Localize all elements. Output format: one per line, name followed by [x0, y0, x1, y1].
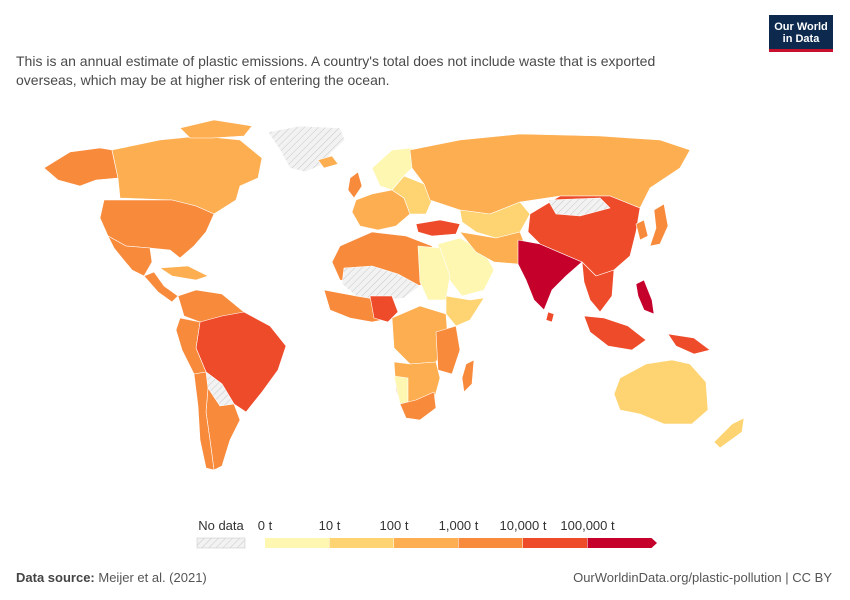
region-chile[interactable]: [193, 371, 215, 471]
legend-tick-label: 100 t: [379, 518, 409, 533]
region-alaska[interactable]: [43, 147, 119, 187]
region-australia[interactable]: [613, 359, 709, 425]
legend-bin-3[interactable]: [458, 538, 523, 548]
legend-tick-label: 1,000 t: [438, 518, 479, 533]
legend-no-data-swatch: [196, 537, 246, 549]
legend-tick-label: 10 t: [318, 518, 341, 533]
region-iceland[interactable]: [317, 155, 339, 169]
owid-logo[interactable]: Our World in Data: [769, 15, 833, 52]
region-korea[interactable]: [635, 219, 649, 241]
region-philippines[interactable]: [635, 279, 655, 315]
world-map: [43, 119, 745, 471]
region-sri-lanka[interactable]: [545, 311, 555, 323]
region-new-zealand[interactable]: [713, 417, 745, 449]
legend-bin-4[interactable]: [523, 538, 587, 548]
region-madagascar[interactable]: [461, 359, 475, 393]
region-uk[interactable]: [347, 171, 363, 199]
chart-subtitle: This is an annual estimate of plastic em…: [16, 53, 656, 88]
region-turkey[interactable]: [415, 219, 461, 237]
legend-bin-2[interactable]: [394, 538, 458, 548]
legend-arrow-icon: [651, 538, 657, 548]
region-arctic-islands[interactable]: [179, 119, 253, 139]
region-eastern-europe[interactable]: [391, 175, 433, 215]
footer-url-license[interactable]: OurWorldinData.org/plastic-pollution | C…: [573, 570, 832, 585]
legend-bin-1[interactable]: [329, 538, 394, 548]
region-central-america[interactable]: [143, 271, 179, 303]
region-caribbean[interactable]: [159, 265, 209, 281]
region-east-africa[interactable]: [435, 325, 461, 375]
region-indochina[interactable]: [581, 261, 615, 313]
region-sahel[interactable]: [341, 265, 421, 301]
region-indonesia[interactable]: [583, 315, 647, 351]
footer-source: Data source: Meijer et al. (2021): [16, 570, 207, 585]
legend-bin-0[interactable]: [265, 538, 329, 548]
region-western-europe[interactable]: [351, 189, 411, 231]
legend-tick-label: 0 t: [257, 518, 273, 533]
logo-line-1: Our World: [774, 21, 828, 33]
source-value[interactable]: Meijer et al. (2021): [98, 570, 207, 585]
region-horn-of-africa[interactable]: [445, 295, 485, 327]
region-new-guinea[interactable]: [667, 333, 711, 355]
source-label: Data source:: [16, 570, 95, 585]
legend-bar: [196, 537, 657, 549]
legend-no-data-label: No data: [198, 518, 244, 533]
region-south-africa[interactable]: [399, 391, 437, 421]
legend-bin-5[interactable]: [587, 538, 652, 548]
legend-tick-label: 100,000 t: [560, 518, 615, 533]
logo-line-2: in Data: [782, 33, 820, 45]
region-scandinavia[interactable]: [371, 147, 419, 191]
region-mongolia[interactable]: [547, 197, 611, 217]
region-japan[interactable]: [649, 203, 669, 247]
legend-tick-label: 10,000 t: [499, 518, 547, 533]
region-nigeria[interactable]: [369, 295, 399, 323]
